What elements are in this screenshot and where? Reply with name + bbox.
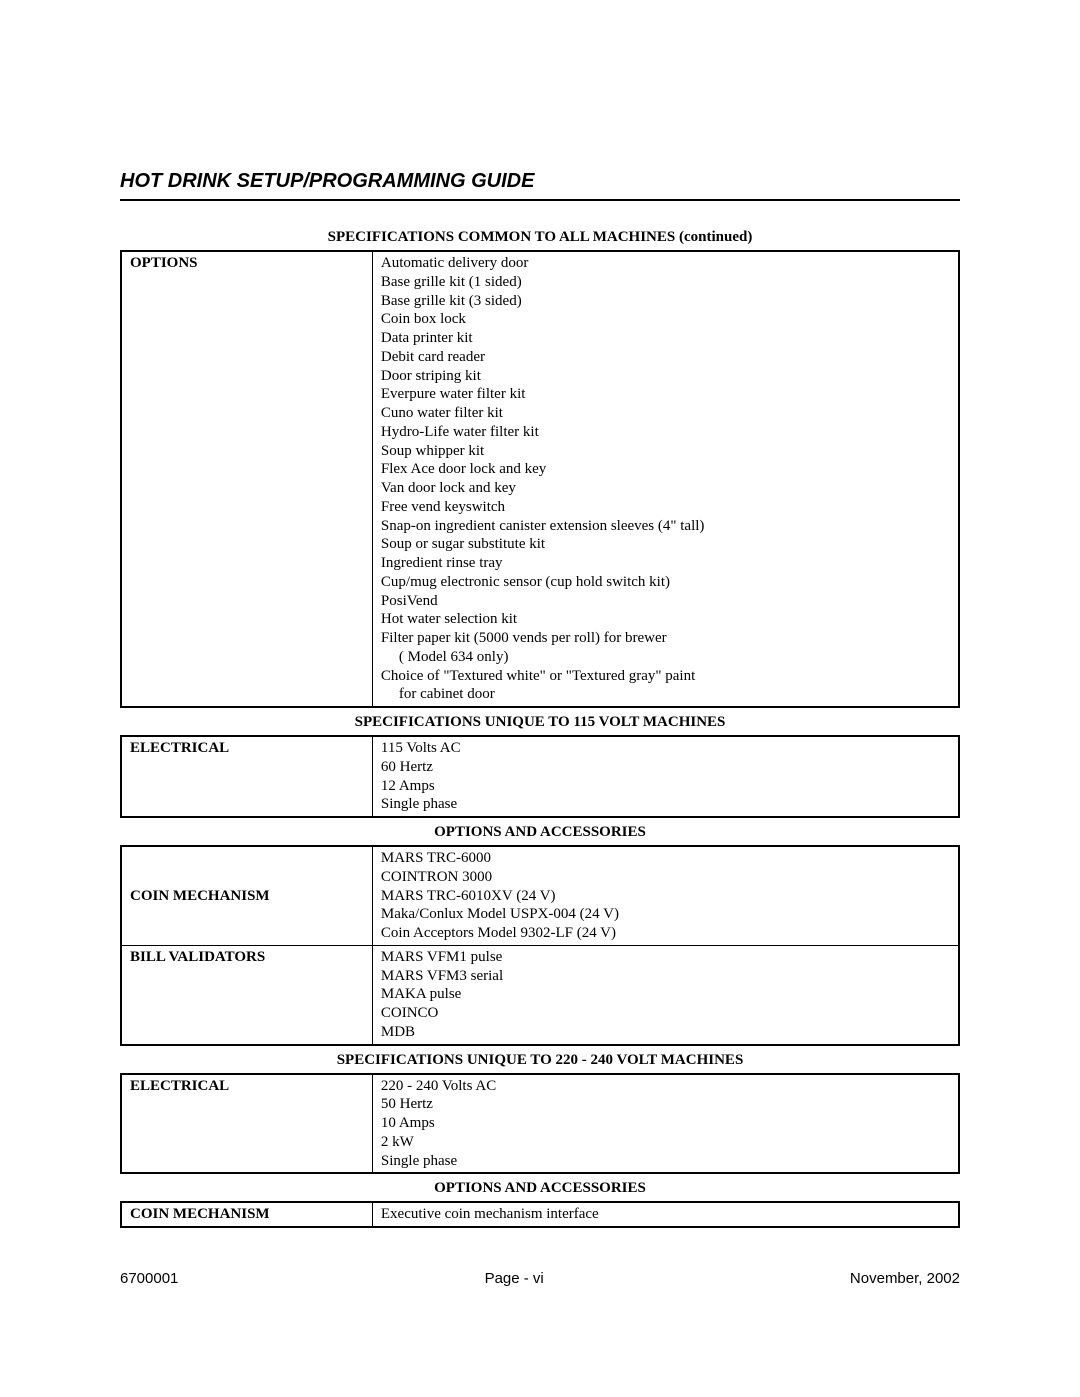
value-line: Van door lock and key — [381, 479, 952, 498]
value-line: Soup or sugar substitute kit — [381, 535, 952, 554]
section-heading: SPECIFICATIONS COMMON TO ALL MACHINES (c… — [120, 229, 960, 246]
row-value: 220 - 240 Volts AC50 Hertz10 Amps2 kWSin… — [372, 1074, 959, 1174]
value-line: 50 Hertz — [381, 1095, 952, 1114]
row-label: BILL VALIDATORS — [121, 945, 372, 1044]
page-footer: 6700001 Page - vi November, 2002 — [120, 1270, 960, 1287]
row-label: OPTIONS — [121, 251, 372, 707]
value-line: COINCO — [381, 1004, 952, 1023]
row-value: 115 Volts AC60 Hertz12 AmpsSingle phase — [372, 736, 959, 817]
row-label: ELECTRICAL — [121, 1074, 372, 1174]
value-line: Cup/mug electronic sensor (cup hold swit… — [381, 573, 952, 592]
value-line: Single phase — [381, 795, 952, 814]
row-label: ELECTRICAL — [121, 736, 372, 817]
value-line: MARS VFM1 pulse — [381, 948, 952, 967]
value-line: Everpure water filter kit — [381, 385, 952, 404]
spec-table: ELECTRICAL115 Volts AC60 Hertz12 AmpsSin… — [120, 735, 960, 818]
value-line: Debit card reader — [381, 348, 952, 367]
value-line: Base grille kit (3 sided) — [381, 292, 952, 311]
value-line: Soup whipper kit — [381, 442, 952, 461]
footer-center: Page - vi — [485, 1270, 544, 1287]
row-label: COIN MECHANISM — [121, 846, 372, 945]
value-line: MARS TRC-6000 — [381, 849, 952, 868]
table-row: COIN MECHANISMMARS TRC-6000COINTRON 3000… — [121, 846, 959, 945]
table-row: ELECTRICAL115 Volts AC60 Hertz12 AmpsSin… — [121, 736, 959, 817]
table-row: COIN MECHANISM Executive coin mechanism i… — [121, 1202, 959, 1227]
value-line: Choice of "Textured white" or "Textured … — [381, 667, 952, 686]
value-line: Maka/Conlux Model USPX-004 (24 V) — [381, 905, 952, 924]
value-line: Hot water selection kit — [381, 610, 952, 629]
value-line: for cabinet door — [381, 685, 952, 704]
value-line: MARS TRC-6010XV (24 V) — [381, 887, 952, 906]
row-value: Executive coin mechanism interface — [372, 1202, 959, 1227]
spec-table: ELECTRICAL220 - 240 Volts AC50 Hertz10 A… — [120, 1073, 960, 1175]
value-line: Single phase — [381, 1152, 952, 1171]
value-line: MARS VFM3 serial — [381, 967, 952, 986]
value-line: Filter paper kit (5000 vends per roll) f… — [381, 629, 952, 648]
value-line: Ingredient rinse tray — [381, 554, 952, 573]
table-row: BILL VALIDATORSMARS VFM1 pulseMARS VFM3 … — [121, 945, 959, 1044]
section-heading: OPTIONS AND ACCESSORIES — [120, 1180, 960, 1197]
value-line: 10 Amps — [381, 1114, 952, 1133]
row-value: Automatic delivery doorBase grille kit (… — [372, 251, 959, 707]
value-line: Coin Acceptors Model 9302-LF (24 V) — [381, 924, 952, 943]
table-row: OPTIONSAutomatic delivery doorBase grill… — [121, 251, 959, 707]
page-title: HOT DRINK SETUP/PROGRAMMING GUIDE — [120, 170, 960, 201]
spec-table: OPTIONSAutomatic delivery doorBase grill… — [120, 250, 960, 708]
section-heading: SPECIFICATIONS UNIQUE TO 220 - 240 VOLT … — [120, 1052, 960, 1069]
value-line: Executive coin mechanism interface — [381, 1205, 952, 1224]
footer-right: November, 2002 — [850, 1270, 960, 1287]
row-value: MARS TRC-6000COINTRON 3000MARS TRC-6010X… — [372, 846, 959, 945]
value-line: Automatic delivery door — [381, 254, 952, 273]
value-line: PosiVend — [381, 592, 952, 611]
footer-left: 6700001 — [120, 1270, 178, 1287]
value-line: Snap-on ingredient canister extension sl… — [381, 517, 952, 536]
page: HOT DRINK SETUP/PROGRAMMING GUIDE SPECIF… — [0, 0, 1080, 1268]
value-line: 2 kW — [381, 1133, 952, 1152]
section-heading: OPTIONS AND ACCESSORIES — [120, 824, 960, 841]
value-line: COINTRON 3000 — [381, 868, 952, 887]
value-line: 60 Hertz — [381, 758, 952, 777]
value-line: Coin box lock — [381, 310, 952, 329]
row-value: MARS VFM1 pulseMARS VFM3 serialMAKA puls… — [372, 945, 959, 1044]
table-row: ELECTRICAL220 - 240 Volts AC50 Hertz10 A… — [121, 1074, 959, 1174]
spec-table: COIN MECHANISM Executive coin mechanism i… — [120, 1201, 960, 1228]
value-line: ( Model 634 only) — [381, 648, 952, 667]
value-line: 115 Volts AC — [381, 739, 952, 758]
value-line: Door striping kit — [381, 367, 952, 386]
value-line: 12 Amps — [381, 777, 952, 796]
value-line: Data printer kit — [381, 329, 952, 348]
value-line: 220 - 240 Volts AC — [381, 1077, 952, 1096]
value-line: Hydro-Life water filter kit — [381, 423, 952, 442]
value-line: Base grille kit (1 sided) — [381, 273, 952, 292]
value-line: Free vend keyswitch — [381, 498, 952, 517]
spec-table: COIN MECHANISMMARS TRC-6000COINTRON 3000… — [120, 845, 960, 1046]
value-line: MDB — [381, 1023, 952, 1042]
spec-sections: SPECIFICATIONS COMMON TO ALL MACHINES (c… — [120, 229, 960, 1228]
value-line: Cuno water filter kit — [381, 404, 952, 423]
section-heading: SPECIFICATIONS UNIQUE TO 115 VOLT MACHIN… — [120, 714, 960, 731]
row-label: COIN MECHANISM — [121, 1202, 372, 1227]
value-line: MAKA pulse — [381, 985, 952, 1004]
value-line: Flex Ace door lock and key — [381, 460, 952, 479]
